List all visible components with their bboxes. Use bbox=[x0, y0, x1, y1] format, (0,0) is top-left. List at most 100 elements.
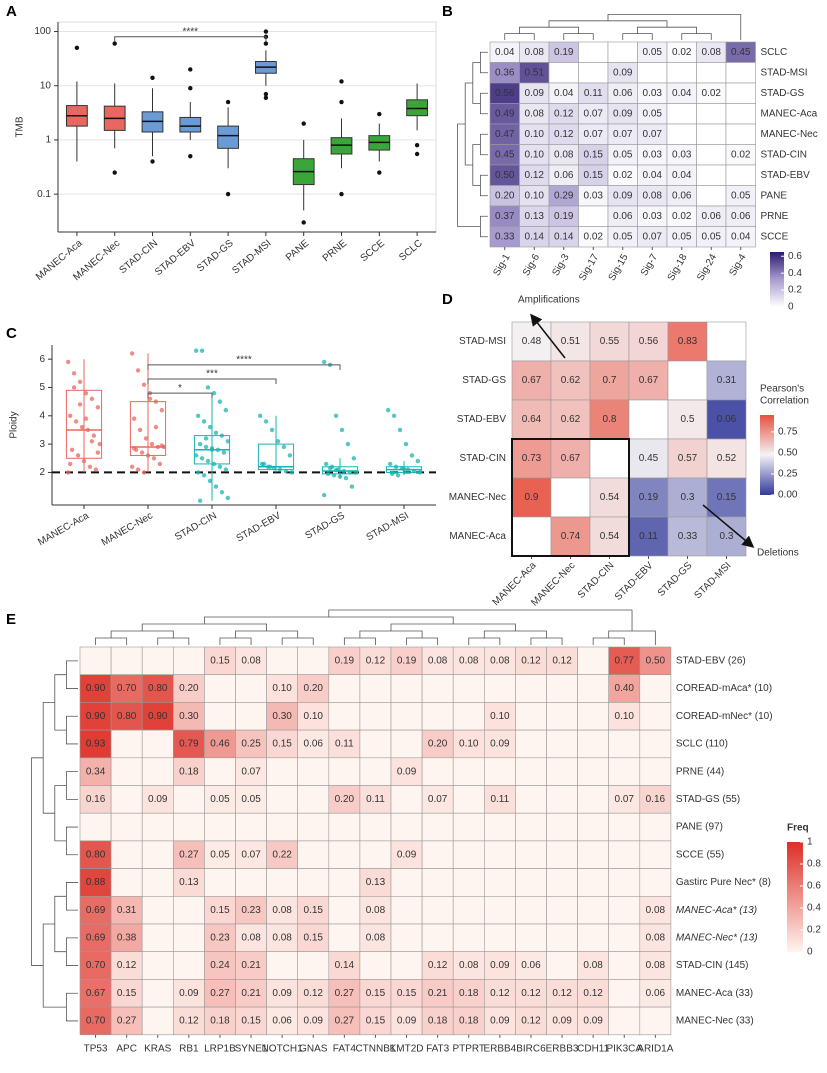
empty-cell bbox=[666, 62, 697, 84]
significance-bracket bbox=[147, 364, 341, 370]
empty-cell bbox=[421, 674, 454, 703]
colorbar-tick-label: 0.6 bbox=[807, 881, 821, 892]
outlier bbox=[414, 151, 420, 157]
empty-cell bbox=[578, 41, 609, 63]
heatmap-cell bbox=[421, 979, 454, 1008]
cell-label: 0.64 bbox=[522, 414, 542, 425]
box bbox=[406, 99, 428, 117]
heatmap-cell bbox=[483, 1006, 516, 1036]
cell-label: 0.03 bbox=[672, 149, 692, 160]
cell-label: 0.56 bbox=[639, 336, 659, 347]
data-point bbox=[157, 461, 163, 467]
empty-cell bbox=[235, 868, 267, 897]
cell-label: 0.67 bbox=[561, 453, 581, 464]
empty-cell bbox=[608, 729, 641, 759]
cell-label: 0.67 bbox=[522, 375, 542, 386]
empty-cell bbox=[725, 123, 756, 145]
row-label: COREAD-mNec* (10) bbox=[676, 711, 773, 722]
cell-label: 0.90 bbox=[86, 683, 106, 694]
cell-label: 0.12 bbox=[554, 129, 574, 140]
empty-cell bbox=[328, 674, 361, 703]
cell-label: 0.10 bbox=[525, 149, 545, 160]
data-point bbox=[73, 419, 79, 424]
cell-label: 0.27 bbox=[335, 988, 355, 999]
data-point bbox=[205, 458, 211, 464]
empty-cell bbox=[725, 164, 756, 186]
data-point bbox=[77, 379, 83, 385]
empty-cell bbox=[546, 812, 578, 842]
empty-cell bbox=[725, 103, 756, 125]
data-point bbox=[199, 348, 205, 353]
cell-label: 0.08 bbox=[643, 190, 663, 201]
row-label: STAD-EBV bbox=[457, 414, 507, 425]
empty-cell bbox=[607, 41, 638, 63]
data-point bbox=[281, 444, 287, 450]
heatmap-cell bbox=[706, 477, 747, 518]
cell-label: 0.09 bbox=[552, 1016, 572, 1027]
outlier bbox=[225, 99, 231, 105]
cell-label: 0.12 bbox=[428, 960, 448, 971]
empty-cell bbox=[452, 840, 485, 869]
heatmap-cell bbox=[266, 923, 299, 953]
heatmap-cell bbox=[110, 951, 143, 980]
data-point bbox=[217, 399, 223, 404]
cell-label: 0.12 bbox=[521, 655, 541, 666]
empty-cell bbox=[452, 923, 485, 953]
row-label: STAD-GS (55) bbox=[676, 794, 740, 805]
cell-label: 0.08 bbox=[525, 108, 545, 119]
cell-label: 0.06 bbox=[646, 988, 666, 999]
cell-label: 0.69 bbox=[86, 932, 106, 943]
outlier bbox=[74, 45, 80, 51]
empty-cell bbox=[515, 923, 547, 953]
cell-label: 0.67 bbox=[639, 375, 659, 386]
cell-label: 0.03 bbox=[643, 149, 663, 160]
col-label: PIK3CA bbox=[606, 1043, 642, 1054]
empty-cell bbox=[421, 840, 454, 869]
col-label: CDH11 bbox=[577, 1043, 609, 1054]
empty-cell bbox=[110, 646, 143, 676]
cell-label: 0.49 bbox=[495, 108, 515, 119]
cell-label: 0.08 bbox=[366, 932, 386, 943]
data-point bbox=[93, 467, 99, 472]
heatmap-cell bbox=[266, 674, 299, 703]
outlier bbox=[150, 159, 155, 164]
empty-cell bbox=[515, 674, 547, 703]
colorbar-tick-label: 0.4 bbox=[788, 268, 802, 279]
data-point bbox=[89, 396, 95, 402]
empty-cell bbox=[141, 1006, 174, 1036]
panel-label: C bbox=[6, 325, 17, 342]
data-point bbox=[225, 439, 231, 444]
empty-cell bbox=[483, 868, 516, 897]
box bbox=[179, 116, 202, 133]
empty-cell bbox=[546, 923, 578, 953]
cell-label: 0.20 bbox=[304, 683, 324, 694]
cell-label: 0.20 bbox=[428, 739, 448, 750]
empty-cell bbox=[421, 702, 454, 731]
heatmap-cell bbox=[359, 895, 392, 925]
heatmap-cell bbox=[546, 646, 578, 676]
empty-cell bbox=[546, 757, 578, 786]
cell-label: 0.08 bbox=[554, 149, 574, 160]
cell-label: 0.08 bbox=[646, 960, 666, 971]
col-label: STAD-EBV bbox=[613, 560, 656, 603]
data-point bbox=[289, 470, 295, 475]
col-label: STAD-MSI bbox=[692, 560, 733, 601]
cell-label: 0.62 bbox=[561, 375, 581, 386]
empty-cell bbox=[608, 757, 641, 786]
cell-label: 0.56 bbox=[495, 88, 515, 99]
row-label: STAD-CIN bbox=[761, 149, 807, 160]
data-point bbox=[195, 413, 201, 418]
cell-label: 0.23 bbox=[241, 905, 261, 916]
empty-cell bbox=[696, 164, 727, 186]
cell-label: 0.88 bbox=[86, 877, 106, 888]
cell-label: 0.79 bbox=[179, 739, 199, 750]
cell-label: 0.24 bbox=[210, 960, 230, 971]
colorbar-title: Freq bbox=[787, 823, 809, 834]
empty-cell bbox=[390, 674, 423, 703]
data-point bbox=[95, 405, 101, 410]
cell-label: 0.80 bbox=[117, 711, 137, 722]
empty-cell bbox=[235, 702, 267, 731]
cell-label: 0.15 bbox=[241, 1016, 261, 1027]
cell-label: 0.02 bbox=[672, 211, 692, 222]
